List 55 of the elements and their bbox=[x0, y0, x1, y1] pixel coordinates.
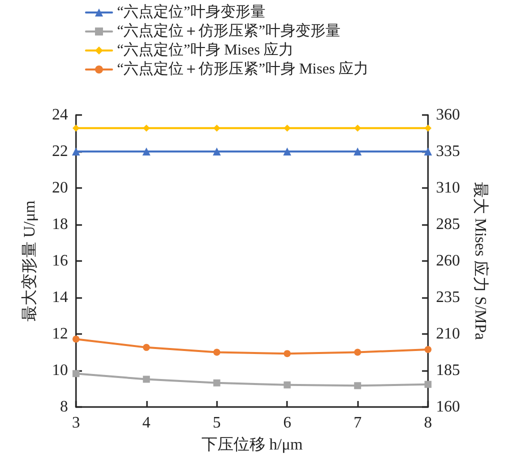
point bbox=[424, 124, 432, 132]
y-tick-label: 10 bbox=[52, 362, 68, 379]
legend-label: “六点定位＋仿形压紧”叶身 Mises 应力 bbox=[117, 60, 369, 78]
y2-tick-label: 210 bbox=[436, 326, 460, 342]
point bbox=[284, 381, 291, 388]
y-tick-label: 24 bbox=[52, 106, 68, 124]
y2-tick-label: 160 bbox=[436, 398, 460, 416]
y2-tick-label: 235 bbox=[436, 289, 460, 306]
point bbox=[424, 148, 432, 156]
y-tick-label: 18 bbox=[52, 216, 68, 233]
x-axis-title: 下压位移 h/μm bbox=[201, 436, 304, 454]
y-tick-label: 12 bbox=[52, 326, 68, 342]
y-tick-label: 14 bbox=[52, 289, 68, 306]
x-tick-label: 5 bbox=[212, 414, 221, 432]
y-tick-label: 22 bbox=[52, 143, 68, 160]
x-tick-label: 6 bbox=[283, 414, 292, 432]
point bbox=[354, 148, 362, 156]
point bbox=[213, 124, 220, 132]
point bbox=[213, 379, 220, 386]
y2-tick-label: 185 bbox=[436, 362, 460, 379]
point bbox=[354, 348, 362, 356]
x-tick-label: 4 bbox=[142, 414, 150, 432]
point bbox=[72, 370, 80, 378]
y2-tick-label: 360 bbox=[436, 106, 460, 124]
point bbox=[142, 148, 150, 156]
point bbox=[212, 148, 221, 156]
y-tick-label: 8 bbox=[60, 398, 68, 416]
legend-label: “六点定位”叶身变形量 bbox=[117, 4, 266, 20]
y2-tick-label: 260 bbox=[436, 252, 460, 270]
point bbox=[72, 336, 80, 343]
legend-label: “六点定位＋仿形压紧”叶身变形量 bbox=[117, 22, 340, 40]
point bbox=[284, 350, 291, 358]
y-tick-label: 16 bbox=[52, 252, 68, 270]
point bbox=[284, 124, 291, 132]
point bbox=[424, 346, 432, 353]
point bbox=[142, 124, 150, 132]
point bbox=[142, 376, 150, 383]
point bbox=[354, 382, 362, 390]
point bbox=[72, 124, 80, 132]
point bbox=[354, 124, 362, 132]
x-tick-label: 7 bbox=[354, 414, 362, 432]
x-tick-label: 3 bbox=[72, 414, 80, 432]
point bbox=[213, 348, 220, 356]
point bbox=[283, 148, 292, 156]
x-tick-label: 8 bbox=[424, 414, 432, 432]
legend-label: “六点定位”叶身 Mises 应力 bbox=[117, 42, 294, 58]
y-tick-label: 20 bbox=[52, 180, 68, 196]
point bbox=[72, 148, 80, 156]
y2-tick-label: 335 bbox=[436, 143, 460, 160]
y2-axis-title: 最大 Mises 应力 S/MPa bbox=[472, 182, 490, 340]
y2-tick-label: 310 bbox=[436, 180, 460, 196]
point bbox=[142, 344, 150, 351]
y2-tick-label: 285 bbox=[436, 216, 460, 233]
point bbox=[424, 380, 432, 388]
y-axis-title: 最大变形量 U/μm bbox=[20, 200, 38, 322]
